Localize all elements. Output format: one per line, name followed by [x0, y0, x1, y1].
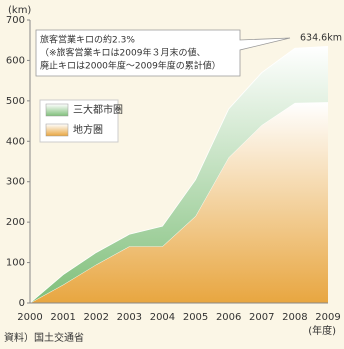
- annotation-line: 廃止キロは2000年度〜2009年度の累計値）: [40, 60, 221, 72]
- annotation-value: 634.6km: [300, 33, 342, 44]
- legend-label: 地方圏: [73, 123, 103, 136]
- y-tick-label: 0: [19, 298, 25, 309]
- area-edge: [29, 46, 329, 304]
- area-fill: [30, 102, 328, 303]
- x-tick-label: 2000: [17, 312, 42, 323]
- legend-swatch: [45, 103, 69, 117]
- y-axis-label: (km): [8, 5, 31, 16]
- x-axis-label: (年度): [308, 324, 336, 337]
- x-tick-label: 2002: [83, 312, 108, 323]
- x-tick-label: 2007: [249, 312, 274, 323]
- source: 資料）国土交通省: [4, 331, 84, 344]
- x-tick-label: 2004: [150, 312, 175, 323]
- area-fill: [30, 46, 328, 304]
- annotation-line: 旅客営業キロの約2.3%: [40, 34, 135, 46]
- y-tick-label: 100: [6, 258, 25, 269]
- callout: [35, 29, 291, 77]
- x-tick-label: 2008: [282, 312, 307, 323]
- x-tick-label: 2009: [315, 312, 340, 323]
- x-tick-label: 2005: [183, 312, 208, 323]
- legend-label: 三大都市圏: [73, 103, 123, 116]
- y-tick-label: 600: [6, 55, 25, 66]
- x-tick-label: 2001: [50, 312, 75, 323]
- y-tick-label: 300: [6, 177, 25, 188]
- legend-swatch: [45, 123, 69, 137]
- y-tick-label: 500: [6, 96, 25, 107]
- y-tick-label: 200: [6, 217, 25, 228]
- y-tick-label: 700: [6, 15, 25, 26]
- x-tick-label: 2003: [117, 312, 142, 323]
- y-tick-label: 400: [6, 136, 25, 147]
- x-tick-label: 2006: [216, 312, 241, 323]
- annotation-line: （※旅客営業キロは2009年３月末の値、: [40, 47, 205, 59]
